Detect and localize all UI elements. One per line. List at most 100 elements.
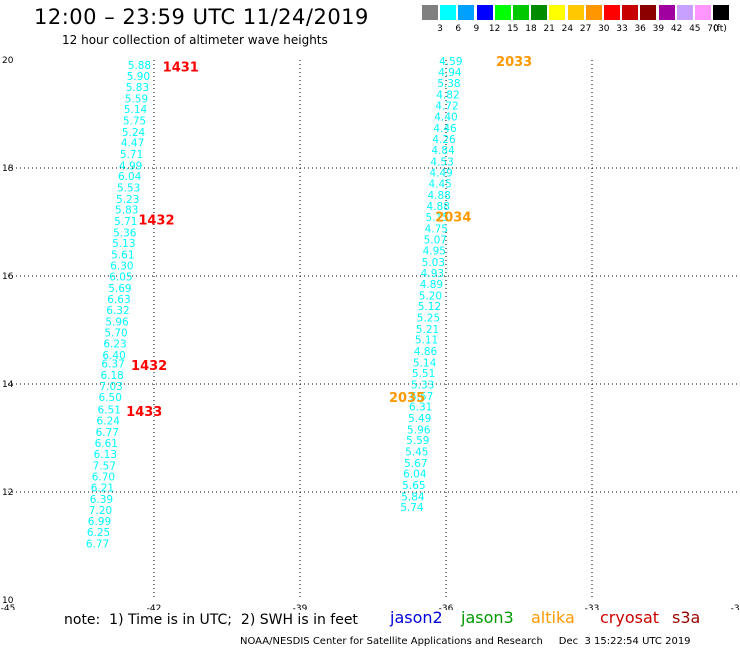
wave-height-value: 6.23 [103,339,126,351]
wave-height-value: 4.99 [119,160,142,172]
wave-height-value: 6.99 [88,516,111,528]
wave-height-value: 5.69 [108,283,131,295]
wave-height-value: 5.45 [405,447,428,459]
wave-height-value: 4.95 [423,246,446,258]
scale-label: 70 [707,24,719,34]
scale-swatch [422,5,438,20]
wave-height-value: 6.63 [107,294,130,306]
wave-height-value: 6.77 [96,427,119,439]
wave-height-value: 5.90 [127,71,150,83]
scale-swatch [567,5,584,20]
scale-label: 9 [473,24,480,34]
scale-swatch [531,5,548,20]
wave-height-value: 7.57 [93,461,116,473]
legend-cryosat: cryosat [600,608,660,627]
scale-label: 42 [670,24,683,34]
wave-height-value: 4.82 [436,90,459,102]
y-tick-label: 18 [2,164,14,174]
page-title: 12:00 – 23:59 UTC 11/24/2019 [34,5,369,29]
wave-height-value: 4.94 [438,67,462,79]
wave-height-value: 4.45 [428,179,451,191]
scale-label: 15 [507,24,519,34]
wave-height-value: 5.65 [402,480,425,492]
wave-height-value: 5.71 [120,149,143,161]
x-tick-label: -36 [439,604,454,610]
wave-height-value: 5.96 [105,316,129,328]
wave-height-value: 6.18 [100,370,123,382]
wave-height-value: 6.37 [101,358,124,370]
wave-height-value: 5.96 [407,424,431,436]
y-tick-label: 12 [2,488,13,498]
wave-height-value: 5.14 [124,104,148,116]
scale-swatch [458,5,475,20]
wave-height-value: 4.59 [439,56,462,68]
wave-height-value: 6.30 [110,261,133,273]
wave-height-value: 5.57 [410,391,433,403]
wave-height-value: 5.11 [415,335,438,347]
wave-height-value: 5.74 [400,502,424,514]
scale-label: 39 [652,24,665,34]
scale-label: 33 [616,24,628,34]
x-tick-label: -33 [585,604,600,610]
wave-height-value: 5.84 [401,491,425,503]
scale-label: 36 [634,24,646,34]
scale-label: 30 [598,24,610,34]
wave-height-value: 5.24 [122,127,146,139]
wave-height-value: 5.67 [404,458,427,470]
scale-swatch [494,5,511,20]
wave-height-value: 5.36 [113,227,137,239]
y-tick-label: 20 [2,56,14,66]
wave-height-value: 4.72 [435,100,458,112]
wave-height-value: 5.03 [422,257,445,269]
wave-height-value: 5.83 [126,82,149,94]
wave-height-value: 5.25 [417,313,440,325]
wave-height-value: 5.75 [123,115,146,127]
wave-height-value: 6.61 [95,438,118,450]
altimeter-plot: -45-42-39-36-33-301012141618205.885.905.… [1,55,740,610]
wave-height-value: 7.03 [99,381,122,393]
scale-label: 18 [525,24,537,34]
wave-height-value: 4.86 [414,346,438,358]
scale-label: 21 [543,24,555,34]
wave-height-value: 5.20 [419,290,442,302]
scale-swatch [695,5,711,20]
wave-height-value: 6.21 [91,483,114,495]
wave-height-value: 6.04 [403,469,427,481]
scale-swatch [549,5,566,20]
wave-height-value: 5.53 [117,182,140,194]
y-tick-label: 10 [2,596,14,606]
wave-height-value: 4.75 [425,223,448,235]
scale-unit: (ft) [713,24,727,34]
wave-height-value: 4.88 [427,190,450,202]
wave-height-value: 4.47 [121,138,144,150]
scale-swatch [513,5,529,20]
pass-time-label: 2035 [389,391,425,406]
wave-height-value: 6.13 [94,449,117,461]
scale-swatch [658,5,675,20]
page-subtitle: 12 hour collection of altimeter wave hei… [62,33,328,47]
legend-altika: altika [531,608,575,627]
wave-height-value: 6.24 [97,416,121,428]
scale-swatch [640,5,657,20]
y-tick-label: 16 [2,272,14,282]
wave-height-value: 5.07 [424,234,447,246]
pass-time-label: 1433 [126,405,162,420]
y-tick-label: 14 [2,380,14,390]
scale-swatch [676,5,693,20]
pass-time-label: 2034 [435,211,471,226]
pass-time-label: 2033 [496,55,532,70]
scale-label: 6 [455,24,462,34]
wave-height-value: 7.20 [89,505,112,517]
legend-s3a: s3a [672,608,701,627]
wave-height-value: 6.31 [409,402,432,414]
wave-height-value: 4.26 [432,134,456,146]
scale-label: 27 [579,24,592,34]
pass-time-label: 1432 [131,359,167,374]
wave-height-value: 4.84 [431,145,455,157]
x-tick-label: -42 [147,604,162,610]
scale-label: 3 [437,24,443,34]
wave-height-value: 6.39 [90,494,113,506]
wave-height-value: 6.32 [106,305,129,317]
wave-height-value: 5.38 [437,78,460,90]
wave-height-value: 4.46 [433,123,457,135]
